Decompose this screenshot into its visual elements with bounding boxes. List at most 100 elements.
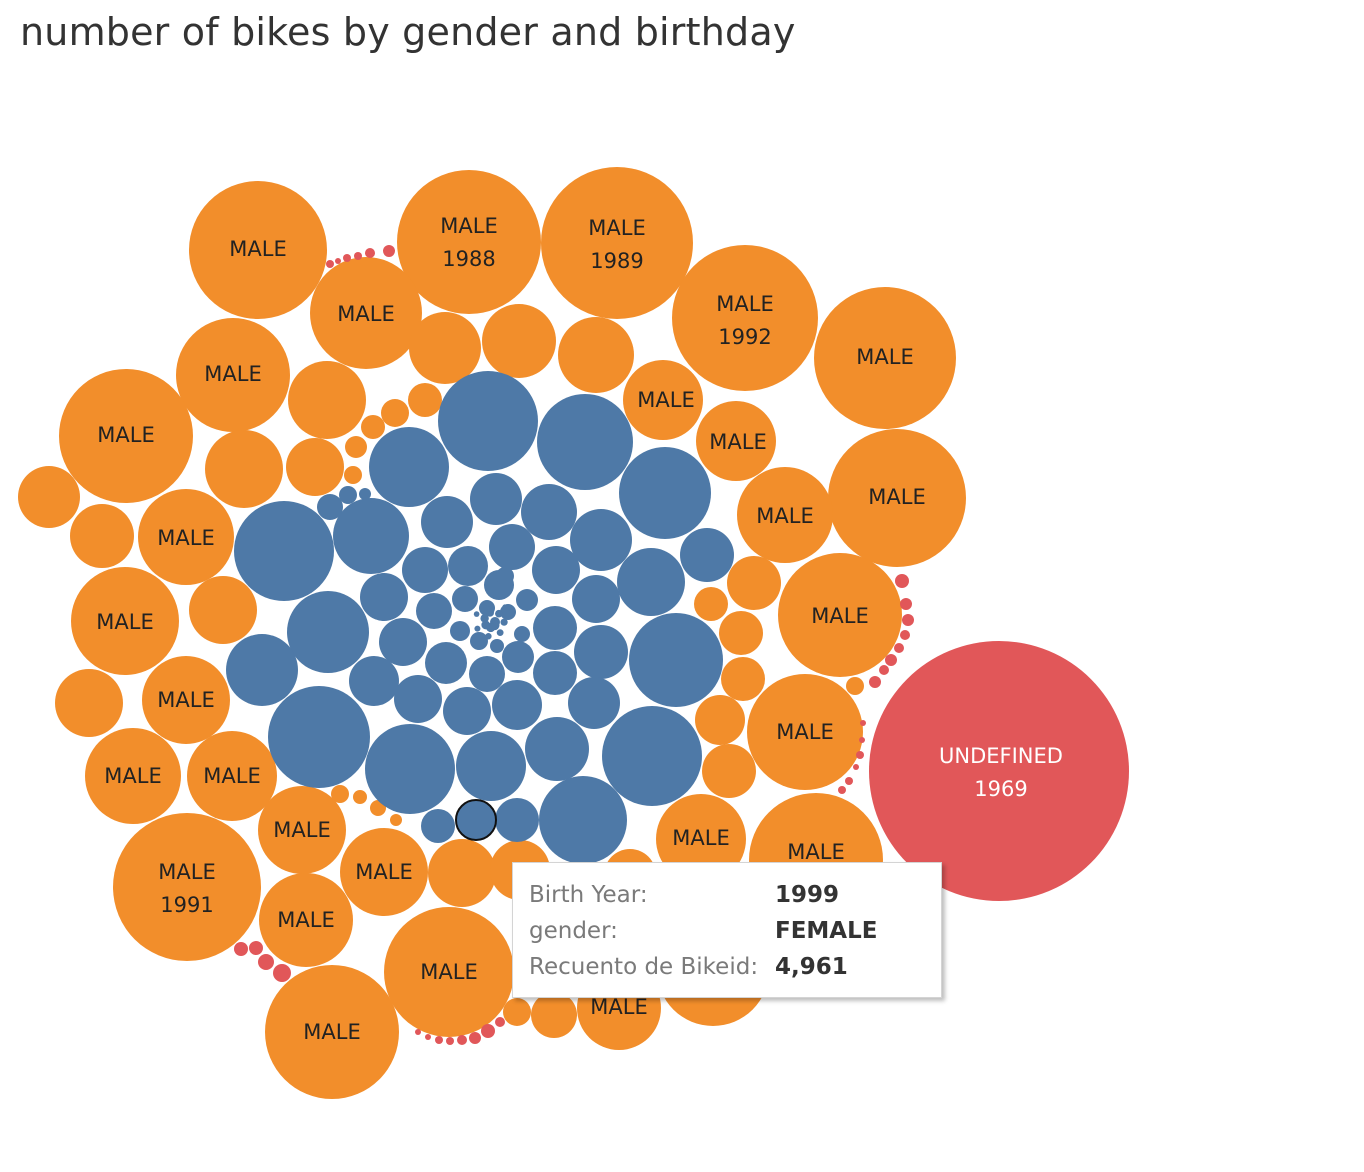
bubble-female[interactable] bbox=[443, 687, 491, 735]
bubble-female[interactable] bbox=[360, 573, 408, 621]
bubble-male[interactable] bbox=[189, 576, 257, 644]
bubble-male[interactable] bbox=[85, 728, 181, 824]
bubble-undefined[interactable] bbox=[457, 1035, 467, 1045]
bubble-male[interactable] bbox=[696, 401, 776, 481]
bubble-female[interactable] bbox=[490, 639, 504, 653]
bubble-undefined[interactable] bbox=[859, 737, 865, 743]
bubble-female[interactable] bbox=[473, 611, 480, 617]
bubble-male[interactable] bbox=[384, 907, 514, 1037]
bubble-male[interactable] bbox=[408, 383, 442, 417]
bubble-female[interactable] bbox=[226, 634, 298, 706]
bubble-female[interactable] bbox=[602, 706, 702, 806]
bubble-female[interactable] bbox=[365, 724, 455, 814]
bubble-female[interactable] bbox=[500, 604, 516, 620]
bubble-female[interactable] bbox=[680, 528, 734, 582]
bubble-female[interactable] bbox=[496, 567, 514, 585]
bubble-undefined[interactable] bbox=[481, 1024, 495, 1038]
bubble-female[interactable] bbox=[438, 371, 538, 471]
bubble-female[interactable] bbox=[525, 717, 589, 781]
bubble-undefined[interactable] bbox=[900, 630, 910, 640]
bubble-undefined[interactable] bbox=[856, 751, 864, 759]
bubble-undefined[interactable] bbox=[435, 1036, 443, 1044]
bubble-male[interactable] bbox=[397, 170, 541, 314]
bubble-female[interactable] bbox=[359, 488, 371, 500]
bubble-female[interactable] bbox=[234, 501, 334, 601]
bubble-undefined[interactable] bbox=[895, 574, 909, 588]
bubble-female[interactable] bbox=[450, 621, 470, 641]
bubble-undefined[interactable] bbox=[860, 720, 866, 726]
bubble-male[interactable] bbox=[814, 287, 956, 429]
bubble-male[interactable] bbox=[846, 677, 864, 695]
bubble-undefined[interactable] bbox=[273, 964, 291, 982]
bubble-female[interactable] bbox=[474, 625, 481, 632]
bubble-undefined[interactable] bbox=[343, 254, 351, 262]
bubble-female[interactable] bbox=[452, 586, 478, 612]
bubble-female[interactable] bbox=[492, 680, 542, 730]
bubble-female[interactable] bbox=[485, 608, 494, 617]
bubble-undefined[interactable] bbox=[853, 764, 859, 770]
bubble-male[interactable] bbox=[176, 318, 290, 432]
bubble-female[interactable] bbox=[532, 546, 580, 594]
bubble-female[interactable] bbox=[339, 486, 357, 504]
bubble-female[interactable] bbox=[470, 473, 522, 525]
bubble-male[interactable] bbox=[623, 360, 703, 440]
bubble-female[interactable] bbox=[572, 575, 620, 623]
bubble-undefined[interactable] bbox=[879, 665, 889, 675]
bubble-female[interactable] bbox=[489, 524, 535, 570]
bubble-female[interactable] bbox=[421, 496, 473, 548]
bubble-female[interactable] bbox=[514, 626, 530, 642]
bubble-female[interactable] bbox=[470, 632, 488, 650]
bubble-female[interactable] bbox=[500, 618, 508, 626]
bubble-male[interactable] bbox=[672, 245, 818, 391]
bubble-female[interactable] bbox=[448, 546, 488, 586]
bubble-male[interactable] bbox=[138, 489, 234, 585]
bubble-female[interactable] bbox=[416, 593, 452, 629]
bubble-male[interactable] bbox=[503, 998, 531, 1026]
bubble-male[interactable] bbox=[702, 744, 756, 798]
bubble-male[interactable] bbox=[113, 813, 261, 961]
bubble-female[interactable] bbox=[394, 675, 442, 723]
bubble-female[interactable] bbox=[369, 427, 449, 507]
bubble-female[interactable] bbox=[349, 656, 399, 706]
bubble-female[interactable] bbox=[574, 625, 628, 679]
bubble-male[interactable] bbox=[258, 786, 346, 874]
bubble-male[interactable] bbox=[409, 312, 481, 384]
bubble-male[interactable] bbox=[340, 828, 428, 916]
bubble-female[interactable] bbox=[629, 613, 723, 707]
bubble-male[interactable] bbox=[558, 317, 634, 393]
bubble-male[interactable] bbox=[286, 438, 344, 496]
bubble-female[interactable] bbox=[485, 601, 491, 607]
bubble-female[interactable] bbox=[516, 589, 538, 611]
bubble-female[interactable] bbox=[333, 498, 409, 574]
bubble-male[interactable] bbox=[694, 587, 728, 621]
bubble-undefined[interactable] bbox=[415, 1029, 421, 1035]
bubble-male[interactable] bbox=[265, 965, 399, 1099]
bubble-female[interactable] bbox=[502, 604, 508, 610]
bubble-male[interactable] bbox=[531, 992, 577, 1038]
bubble-male[interactable] bbox=[345, 436, 367, 458]
bubble-female[interactable] bbox=[570, 509, 632, 571]
bubble-male[interactable] bbox=[205, 430, 283, 508]
bubble-male[interactable] bbox=[656, 794, 746, 884]
bubble-undefined[interactable] bbox=[249, 941, 263, 955]
bubble-male[interactable] bbox=[828, 429, 966, 567]
bubble-female[interactable] bbox=[402, 547, 448, 593]
bubble-undefined[interactable] bbox=[258, 954, 274, 970]
bubble-female-1999-selected[interactable] bbox=[455, 799, 497, 841]
bubble-undefined[interactable] bbox=[902, 614, 914, 626]
bubble-male[interactable] bbox=[737, 467, 833, 563]
bubble-female[interactable] bbox=[456, 731, 526, 801]
bubble-undefined[interactable] bbox=[495, 1017, 505, 1027]
bubble-male[interactable] bbox=[778, 553, 902, 677]
bubble-male[interactable] bbox=[55, 669, 123, 737]
bubble-male[interactable] bbox=[721, 657, 765, 701]
bubble-female[interactable] bbox=[539, 776, 627, 864]
bubble-female[interactable] bbox=[480, 614, 489, 623]
bubble-undefined[interactable] bbox=[469, 1032, 481, 1044]
bubble-male[interactable] bbox=[70, 504, 134, 568]
bubble-male[interactable] bbox=[390, 814, 402, 826]
bubble-undefined-1969[interactable] bbox=[869, 641, 1129, 901]
bubble-male[interactable] bbox=[428, 839, 496, 907]
bubble-undefined[interactable] bbox=[894, 643, 904, 653]
bubble-undefined[interactable] bbox=[425, 1034, 431, 1040]
